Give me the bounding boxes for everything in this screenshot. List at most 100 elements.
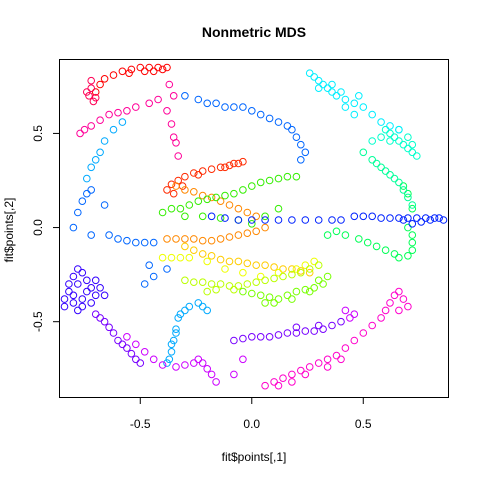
data-point bbox=[69, 272, 78, 281]
data-point bbox=[408, 220, 417, 228]
data-point bbox=[198, 359, 207, 367]
data-point bbox=[145, 99, 153, 108]
data-point bbox=[100, 291, 109, 300]
data-point bbox=[74, 306, 82, 315]
data-point bbox=[83, 189, 91, 198]
data-point bbox=[163, 63, 171, 72]
data-point bbox=[91, 276, 100, 285]
data-point bbox=[198, 212, 207, 221]
data-point bbox=[158, 253, 167, 262]
data-point bbox=[230, 159, 238, 168]
data-point bbox=[69, 299, 78, 307]
data-point bbox=[404, 189, 412, 198]
data-point bbox=[332, 92, 341, 100]
data-point bbox=[297, 140, 305, 149]
data-point bbox=[203, 257, 211, 266]
data-point bbox=[399, 216, 408, 224]
data-point bbox=[283, 122, 292, 130]
data-point bbox=[292, 172, 301, 181]
data-point bbox=[332, 351, 341, 360]
data-point bbox=[377, 214, 385, 222]
data-point bbox=[314, 261, 323, 270]
data-point bbox=[350, 212, 359, 221]
data-point bbox=[274, 216, 283, 224]
data-point bbox=[127, 349, 136, 358]
data-point bbox=[74, 280, 82, 288]
data-point bbox=[328, 321, 336, 330]
data-point bbox=[194, 299, 203, 307]
x-tick-label: 0.5 bbox=[355, 417, 372, 431]
data-point bbox=[234, 159, 243, 168]
data-point bbox=[118, 118, 127, 126]
data-point bbox=[413, 152, 421, 160]
data-point bbox=[350, 310, 359, 319]
data-point bbox=[386, 171, 394, 179]
data-point bbox=[314, 76, 323, 85]
data-point bbox=[261, 212, 269, 221]
data-point bbox=[87, 122, 95, 130]
data-point bbox=[91, 291, 100, 300]
data-point bbox=[314, 359, 323, 367]
data-point bbox=[274, 204, 283, 213]
data-point bbox=[194, 355, 203, 364]
data-point bbox=[332, 227, 341, 236]
data-point bbox=[234, 257, 243, 266]
data-point bbox=[323, 84, 332, 92]
data-point bbox=[60, 302, 69, 311]
data-point bbox=[87, 84, 95, 92]
data-point bbox=[216, 163, 225, 172]
data-point bbox=[363, 238, 372, 247]
data-point bbox=[239, 334, 247, 343]
data-point bbox=[359, 212, 368, 221]
data-point bbox=[190, 278, 198, 287]
data-point bbox=[288, 295, 296, 303]
data-point bbox=[221, 103, 229, 111]
data-point bbox=[297, 366, 305, 375]
data-point bbox=[305, 287, 314, 296]
data-point bbox=[127, 65, 136, 74]
data-point bbox=[125, 69, 133, 77]
data-point bbox=[292, 287, 301, 296]
data-point bbox=[270, 263, 278, 271]
data-point bbox=[198, 250, 207, 258]
data-point bbox=[305, 363, 314, 371]
data-point bbox=[305, 69, 314, 77]
data-point bbox=[430, 214, 439, 222]
data-point bbox=[408, 140, 417, 149]
data-point bbox=[404, 133, 412, 141]
data-point bbox=[399, 182, 408, 190]
data-point bbox=[212, 99, 220, 108]
data-point bbox=[114, 235, 122, 243]
data-point bbox=[181, 212, 189, 221]
data-point bbox=[165, 355, 174, 364]
data-point bbox=[297, 156, 305, 164]
data-point bbox=[319, 280, 327, 288]
data-point bbox=[248, 107, 256, 115]
data-point bbox=[256, 272, 265, 281]
data-point bbox=[408, 238, 417, 247]
data-point bbox=[78, 302, 87, 311]
data-point bbox=[350, 99, 359, 108]
data-point bbox=[87, 186, 95, 194]
data-point bbox=[297, 268, 305, 277]
data-point bbox=[158, 361, 167, 369]
data-point bbox=[123, 236, 131, 245]
data-point bbox=[279, 272, 287, 281]
data-point bbox=[169, 189, 178, 198]
data-point bbox=[230, 189, 238, 198]
data-point bbox=[319, 80, 327, 89]
data-point bbox=[203, 365, 211, 373]
data-point bbox=[399, 186, 408, 194]
data-point bbox=[185, 302, 194, 311]
data-point bbox=[225, 282, 234, 290]
data-point bbox=[386, 122, 394, 130]
data-point bbox=[399, 295, 408, 303]
data-point bbox=[234, 282, 243, 290]
data-point bbox=[337, 355, 345, 364]
x-tick-label: -0.5 bbox=[130, 417, 151, 431]
data-point bbox=[265, 293, 274, 302]
data-point bbox=[368, 212, 377, 221]
data-point bbox=[341, 306, 350, 315]
data-point bbox=[65, 287, 73, 296]
data-point bbox=[239, 103, 247, 111]
